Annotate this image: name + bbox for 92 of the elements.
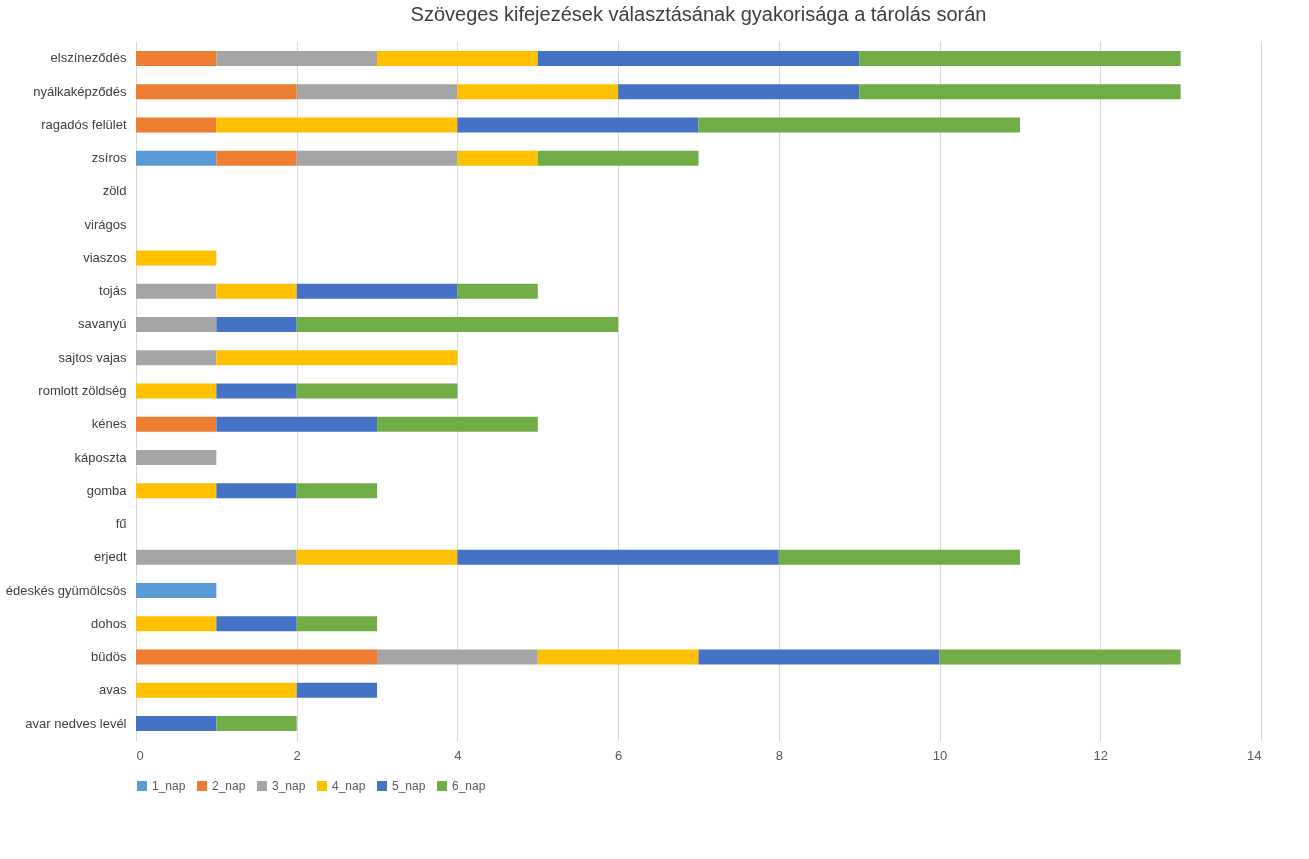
bar	[216, 716, 297, 732]
bar	[939, 649, 1181, 665]
y-tick-label: zöld	[102, 183, 127, 199]
bar	[216, 483, 297, 499]
bar	[296, 283, 458, 299]
bar	[377, 649, 538, 665]
bar	[457, 84, 619, 100]
bar	[216, 50, 378, 66]
bar	[618, 84, 860, 100]
bar	[296, 682, 378, 698]
legend-label: 1_nap	[152, 779, 186, 793]
y-tick-label: virágos	[84, 216, 127, 232]
bar	[136, 583, 217, 599]
y-tick-label: erjedt	[93, 549, 127, 565]
bar	[296, 549, 458, 565]
legend-label: 5_nap	[392, 779, 426, 793]
bar	[136, 716, 217, 732]
y-tick-label: fű	[115, 516, 127, 532]
bar	[136, 616, 217, 632]
y-tick-label: káposzta	[74, 449, 128, 465]
bar	[136, 383, 217, 399]
bar	[296, 483, 378, 499]
x-tick-label: 10	[932, 747, 948, 763]
bar	[216, 616, 297, 632]
bar	[859, 50, 1181, 66]
bar	[296, 616, 378, 632]
chart-title: Szöveges kifejezések választásának gyakorisága a tárolás során	[410, 3, 987, 25]
y-tick-label: édeskés gyümölcsös	[5, 582, 127, 598]
bar	[698, 117, 1020, 133]
bar	[296, 150, 458, 166]
legend-label: 3_nap	[272, 779, 306, 793]
y-tick-label: nyálkaképződés	[33, 83, 127, 99]
bar	[216, 383, 297, 399]
bar	[136, 649, 378, 665]
y-tick-label: viaszos	[83, 249, 127, 265]
bar	[136, 283, 217, 299]
y-tick-label: gomba	[86, 482, 128, 498]
y-tick-label: savanyú	[78, 316, 127, 332]
x-tick-label: 4	[454, 747, 462, 763]
bar	[136, 250, 217, 266]
bar	[216, 150, 297, 166]
bar	[136, 84, 297, 100]
bar	[537, 150, 699, 166]
bar	[136, 416, 217, 432]
x-tick-label: 6	[615, 747, 623, 763]
y-tick-label: avas	[99, 682, 127, 698]
y-tick-label: dohos	[91, 615, 127, 631]
bar	[136, 317, 217, 332]
bar	[136, 117, 217, 133]
y-tick-label: tojás	[99, 283, 127, 299]
bar	[216, 283, 297, 299]
y-tick-label: elszíneződés	[50, 50, 127, 66]
bar	[216, 317, 297, 332]
bar	[216, 350, 458, 366]
bar	[859, 84, 1181, 100]
y-tick-label: romlott zöldség	[38, 383, 127, 398]
bar	[296, 383, 458, 399]
bar	[377, 416, 538, 432]
x-tick-label: 2	[293, 747, 301, 763]
y-tick-label: ragadós felület	[41, 116, 127, 132]
y-tick-label: kénes	[91, 416, 127, 432]
bar	[537, 649, 699, 665]
legend-label: 2_nap	[212, 779, 246, 793]
x-tick-label: 14	[1247, 747, 1262, 763]
bar	[216, 117, 458, 133]
bar	[537, 50, 860, 66]
bar	[136, 450, 217, 465]
bar	[136, 50, 217, 66]
y-tick-label: avar nedves levél	[25, 715, 127, 731]
bar	[296, 317, 619, 332]
bar	[136, 682, 297, 698]
x-tick-label: 12	[1093, 747, 1109, 763]
bar	[457, 283, 538, 299]
x-tick-label: 0	[136, 747, 144, 763]
bar	[778, 549, 1020, 565]
bar	[457, 549, 779, 565]
bar	[136, 483, 217, 499]
bar	[457, 150, 538, 166]
bar	[457, 117, 699, 133]
y-tick-label: zsíros	[91, 150, 127, 166]
legend-label: 6_nap	[452, 779, 486, 793]
bar	[296, 84, 458, 100]
y-tick-label: sajtos vajas	[58, 349, 127, 365]
bar	[136, 350, 217, 366]
bar	[216, 416, 378, 432]
y-tick-label: büdös	[91, 649, 127, 665]
bar	[377, 50, 538, 66]
legend-label: 4_nap	[332, 779, 366, 793]
x-tick-label: 8	[775, 747, 783, 763]
bar	[136, 549, 297, 565]
bar	[136, 150, 217, 166]
bar	[698, 649, 940, 665]
